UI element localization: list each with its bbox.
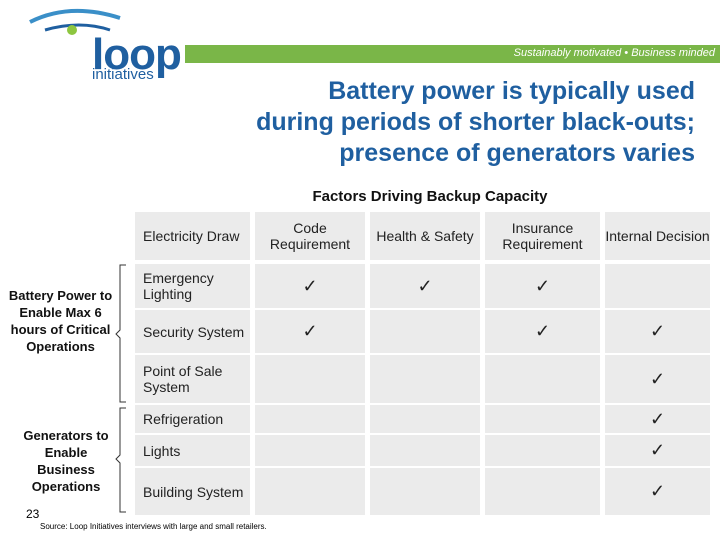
title-line: during periods of shorter black-outs; (256, 108, 695, 136)
logo-subtitle: initiatives (92, 66, 154, 83)
table-cell (255, 355, 365, 403)
row-label: Security System (135, 310, 250, 353)
table-cell: ✓ (605, 435, 710, 466)
row-label: Refrigeration (135, 405, 250, 433)
page-number: 23 (26, 507, 40, 521)
table-cell (370, 355, 480, 403)
column-header: Internal Decision (605, 212, 710, 260)
table-title: Factors Driving Backup Capacity (312, 188, 548, 205)
column-header: Code Requirement (255, 212, 365, 260)
row-label: Point of Sale System (135, 355, 250, 403)
row-label: Emergency Lighting (135, 264, 250, 308)
table-cell (370, 435, 480, 466)
row-label: Lights (135, 435, 250, 466)
table-cell (370, 405, 480, 433)
table-cell (485, 355, 600, 403)
tagline: Sustainably motivated • Business minded (513, 47, 715, 59)
table-cell: ✓ (255, 264, 365, 308)
row-label: Building System (135, 468, 250, 515)
title-line: Battery power is typically used (328, 77, 695, 105)
title-line: presence of generators varies (339, 139, 695, 167)
table-cell (255, 468, 365, 515)
column-header: Health & Safety (370, 212, 480, 260)
table-cell (255, 435, 365, 466)
table-cell (485, 468, 600, 515)
table-cell: ✓ (605, 468, 710, 515)
table-cell (485, 435, 600, 466)
group-label: Battery Power to Enable Max 6 hours of C… (8, 288, 113, 354)
table-cell: ✓ (485, 264, 600, 308)
table-cell: ✓ (605, 405, 710, 433)
table-cell (255, 405, 365, 433)
title: Battery power is typically used during pe… (150, 76, 695, 169)
table-cell (370, 468, 480, 515)
table-cell: ✓ (370, 264, 480, 308)
column-header: Electricity Draw (135, 212, 250, 260)
table-cell (485, 405, 600, 433)
table-cell: ✓ (605, 355, 710, 403)
group-label: Generators to Enable Business Operations (23, 428, 109, 494)
column-header: Insurance Requirement (485, 212, 600, 260)
table-cell (370, 310, 480, 353)
source: Source: Loop Initiatives interviews with… (40, 522, 267, 531)
table-cell: ✓ (255, 310, 365, 353)
table-cell (605, 264, 710, 308)
table-cell: ✓ (605, 310, 710, 353)
logo: loop (92, 30, 182, 79)
table-cell: ✓ (485, 310, 600, 353)
